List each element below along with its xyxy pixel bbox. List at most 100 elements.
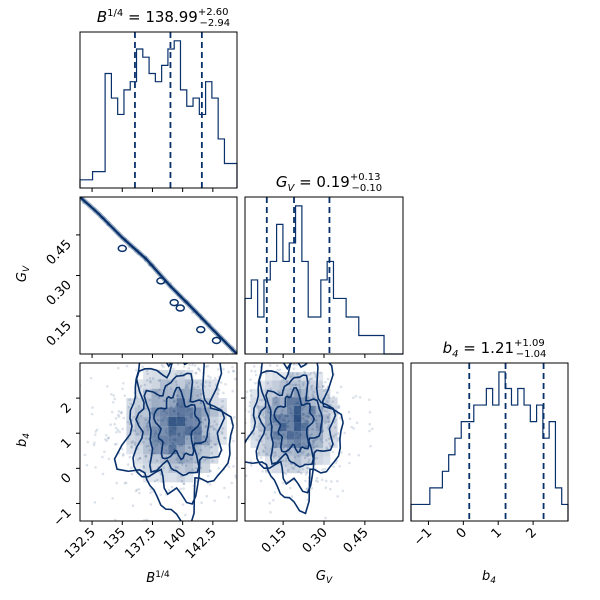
density-cell-b4-vs-B xyxy=(184,435,194,445)
density-cell-b4-vs-B xyxy=(143,463,152,474)
point-b4-vs-G xyxy=(355,421,359,425)
point-b4-vs-G xyxy=(314,375,317,379)
xlabel-G: GV xyxy=(316,569,333,586)
point-b4-vs-B xyxy=(145,422,149,426)
density-cell-b4-vs-G xyxy=(286,405,295,415)
density-cell-b4-vs-G xyxy=(264,456,273,465)
point-G-vs-B xyxy=(165,280,168,284)
density-cell-b4-vs-G xyxy=(286,447,295,457)
point-b4-vs-B xyxy=(83,453,87,457)
point-b4-vs-B xyxy=(200,501,203,505)
point-b4-vs-B xyxy=(251,346,254,349)
density-cell-b4-vs-G xyxy=(294,372,302,381)
point-b4-vs-B xyxy=(110,392,113,396)
point-b4-vs-B xyxy=(201,420,204,424)
point-b4-vs-B xyxy=(209,439,213,443)
point-b4-vs-G xyxy=(322,339,325,342)
point-G-vs-B xyxy=(152,266,156,269)
point-b4-vs-B xyxy=(181,503,185,506)
density-cell-b4-vs-G xyxy=(286,422,295,432)
point-b4-vs-B xyxy=(220,432,224,435)
density-cell-b4-vs-B xyxy=(151,435,160,445)
point-b4-vs-B xyxy=(209,425,213,429)
point-b4-vs-B xyxy=(146,372,149,376)
point-b4-vs-G xyxy=(276,389,280,393)
xtick-label-G: 0.45 xyxy=(341,525,372,556)
point-G-vs-B xyxy=(122,237,125,241)
point-G-vs-B xyxy=(150,263,153,267)
density-cell-b4-vs-B xyxy=(218,426,227,436)
point-b4-vs-B xyxy=(135,368,138,372)
density-cell-b4-vs-G xyxy=(301,456,309,465)
contour-blob-G-vs-B xyxy=(196,325,206,334)
point-b4-vs-B xyxy=(157,396,161,400)
point-b4-vs-G xyxy=(334,433,337,436)
density-cell-b4-vs-B xyxy=(193,426,202,436)
point-b4-vs-B xyxy=(175,356,178,359)
point-b4-vs-B xyxy=(126,463,130,466)
point-b4-vs-B xyxy=(242,470,245,473)
point-b4-vs-G xyxy=(268,501,271,505)
point-G-vs-B xyxy=(169,284,172,288)
density-cell-b4-vs-G xyxy=(323,422,331,432)
point-b4-vs-G xyxy=(248,404,251,408)
point-G-vs-B xyxy=(84,201,88,205)
point-b4-vs-G xyxy=(308,458,311,461)
point-G-vs-B xyxy=(149,262,153,266)
point-b4-vs-B xyxy=(162,365,165,368)
point-b4-vs-G xyxy=(223,508,226,511)
point-b4-vs-G xyxy=(305,471,309,474)
point-b4-vs-G xyxy=(310,433,313,436)
point-b4-vs-B xyxy=(137,488,141,491)
point-b4-vs-G xyxy=(314,414,318,418)
density-cell-b4-vs-G xyxy=(264,464,273,474)
density-cell-b4-vs-G xyxy=(279,397,287,406)
point-b4-vs-B xyxy=(199,401,203,405)
point-b4-vs-B xyxy=(144,407,148,410)
density-cell-b4-vs-B xyxy=(159,398,169,408)
point-b4-vs-G xyxy=(281,409,284,412)
point-b4-vs-B xyxy=(185,383,189,387)
point-b4-vs-B xyxy=(125,364,129,368)
point-b4-vs-B xyxy=(180,461,184,465)
point-G-vs-B xyxy=(185,300,188,304)
point-b4-vs-B xyxy=(179,358,182,361)
density-cell-b4-vs-B xyxy=(159,416,169,427)
point-b4-vs-B xyxy=(137,404,141,408)
point-b4-vs-G xyxy=(338,464,341,468)
point-G-vs-B xyxy=(106,223,110,226)
point-b4-vs-B xyxy=(185,344,188,347)
point-b4-vs-B xyxy=(187,381,191,385)
point-b4-vs-B xyxy=(231,389,234,393)
point-b4-vs-B xyxy=(227,370,230,374)
density-cell-b4-vs-G xyxy=(257,431,265,440)
point-b4-vs-B xyxy=(130,445,133,448)
histogram-b4-steps xyxy=(410,371,569,521)
point-b4-vs-B xyxy=(189,457,193,461)
point-b4-vs-G xyxy=(273,451,277,454)
point-b4-vs-B xyxy=(252,450,255,453)
point-G-vs-B xyxy=(221,338,225,342)
panel-frame-G xyxy=(244,196,404,355)
point-G-vs-B xyxy=(151,264,154,267)
density-cell-b4-vs-B xyxy=(184,388,194,399)
density-cell-b4-vs-B xyxy=(176,473,185,483)
point-b4-vs-B xyxy=(133,441,137,445)
histogram-b4: b4 = 1.21+1.09 −1.04 xyxy=(410,338,569,522)
point-b4-vs-B xyxy=(203,458,206,462)
point-b4-vs-G xyxy=(240,419,243,422)
point-G-vs-B xyxy=(82,200,86,204)
density-cell-b4-vs-G xyxy=(315,422,324,432)
point-b4-vs-G xyxy=(256,406,259,409)
point-b4-vs-G xyxy=(297,383,301,387)
point-b4-vs-B xyxy=(131,440,135,443)
point-b4-vs-G xyxy=(303,456,307,460)
density-cell-b4-vs-G xyxy=(315,456,324,465)
point-b4-vs-B xyxy=(123,481,127,485)
point-b4-vs-G xyxy=(302,450,305,453)
point-b4-vs-G xyxy=(233,498,236,501)
point-b4-vs-B xyxy=(210,445,214,449)
point-b4-vs-G xyxy=(312,371,316,374)
point-G-vs-B xyxy=(120,236,123,240)
point-b4-vs-G xyxy=(261,470,264,473)
